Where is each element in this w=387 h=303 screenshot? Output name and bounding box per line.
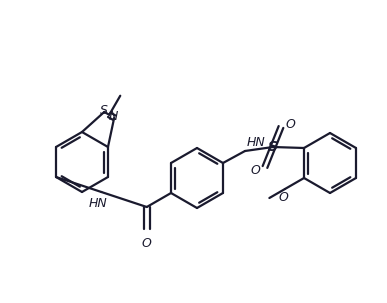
Text: N: N [108,110,118,123]
Text: O: O [142,237,152,250]
Text: S: S [100,105,108,118]
Text: HN: HN [89,197,108,210]
Text: O: O [278,191,288,204]
Text: HN: HN [247,136,266,149]
Text: O: O [286,118,296,131]
Text: S: S [268,140,278,154]
Text: O: O [250,164,260,177]
